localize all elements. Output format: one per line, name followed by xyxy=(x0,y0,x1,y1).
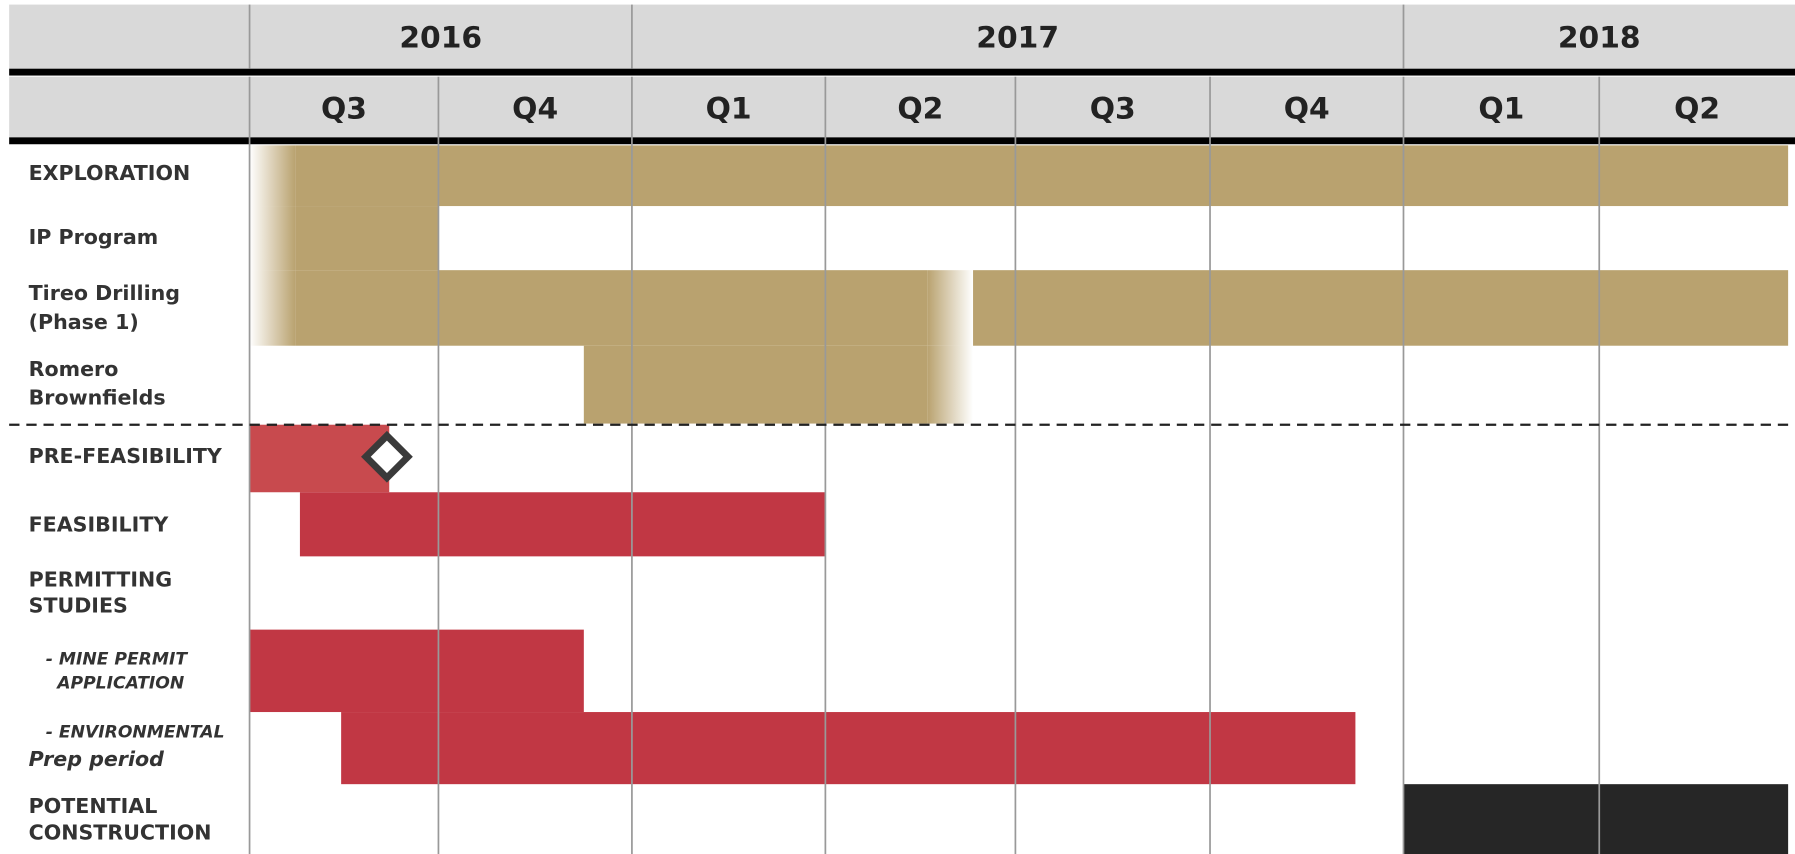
quarter-label: Q1 xyxy=(1478,91,1524,126)
row-label: POTENTIAL xyxy=(29,794,158,818)
grid-lines xyxy=(248,4,1601,854)
row-label: PRE-FEASIBILITY xyxy=(29,444,223,468)
header-background xyxy=(9,4,1795,145)
row-label: (Phase 1) xyxy=(29,310,139,334)
quarter-label: Q3 xyxy=(1090,91,1136,126)
row-label: APPLICATION xyxy=(55,673,184,693)
row-label: FEASIBILITY xyxy=(29,512,170,536)
quarter-label: Q3 xyxy=(321,91,367,126)
quarter-label: Q4 xyxy=(1284,91,1330,126)
row-label: CONSTRUCTION xyxy=(29,820,212,844)
year-label: 2018 xyxy=(1558,20,1641,55)
row-label: Romero xyxy=(29,357,119,381)
year-label: 2016 xyxy=(399,20,482,55)
row-label: - ENVIRONMENTAL xyxy=(46,723,225,743)
row-label: Tireo Drilling xyxy=(29,281,180,305)
quarter-label: Q2 xyxy=(897,91,943,126)
year-label: 2017 xyxy=(976,20,1059,55)
row-label: Prep period xyxy=(29,747,165,771)
quarter-label: Q2 xyxy=(1674,91,1720,126)
row-label: - MINE PERMIT xyxy=(46,649,189,669)
row-label: PERMITTING xyxy=(29,567,173,591)
row-label: STUDIES xyxy=(29,594,128,618)
row-label: Brownfields xyxy=(29,385,166,409)
bars xyxy=(249,145,1789,854)
row-label: EXPLORATION xyxy=(29,161,191,185)
quarter-label: Q1 xyxy=(706,91,752,126)
milestone xyxy=(361,430,413,483)
row-label: IP Program xyxy=(29,225,159,249)
quarter-label: Q4 xyxy=(512,91,558,126)
